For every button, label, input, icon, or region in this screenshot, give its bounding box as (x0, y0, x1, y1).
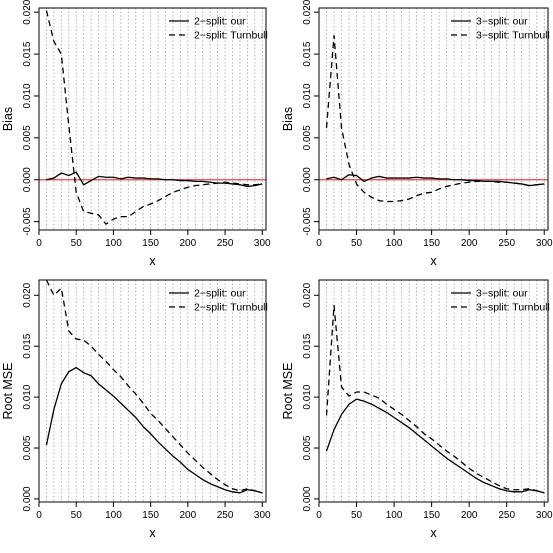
y-tick-label: 0.020 (302, 282, 313, 307)
y-tick-label: 0.015 (302, 333, 313, 358)
y-tick-label: 0.020 (22, 282, 33, 307)
series-line-turnbull (325, 304, 545, 494)
y-tick-label: 0.000 (22, 167, 33, 192)
x-tick-label: 200 (180, 510, 197, 521)
x-tick-label: 250 (217, 238, 234, 249)
y-tick-label: 0.005 (22, 435, 33, 460)
x-tick-label: 100 (386, 510, 403, 521)
grid (46, 280, 263, 502)
plot-frame (38, 7, 267, 231)
x-axis-title: x (149, 526, 156, 540)
x-tick-label: 200 (180, 238, 197, 249)
y-tick-label: 0.005 (302, 435, 313, 460)
y-tick-label: 0.015 (302, 41, 313, 66)
x-tick-label: 300 (254, 238, 271, 249)
legend-label: 3−split: Turnbull (476, 30, 550, 42)
y-tick-label: -0.005 (22, 207, 33, 236)
y-tick-label: 0.015 (22, 41, 33, 66)
x-tick-label: 100 (386, 238, 403, 249)
x-tick-label: 150 (423, 238, 440, 249)
legend-label: 2−split: Turnbull (194, 30, 268, 42)
x-tick-label: 50 (71, 238, 83, 249)
x-tick-label: 300 (536, 238, 553, 249)
y-tick-label: 0.000 (302, 167, 313, 192)
chart-panel-bottom-right: 0 50 100 150 200 250 300 0.000 0.005 0.010 0.015 0.… (281, 279, 553, 540)
x-tick-label: 250 (498, 238, 515, 249)
y-tick-label: 0.015 (22, 333, 33, 358)
legend-label: 2−split: our (194, 16, 246, 28)
series-line-our (325, 398, 545, 494)
y-axis-title: Bias (281, 107, 295, 131)
x-axis-title: x (430, 526, 437, 540)
x-tick-label: 250 (498, 510, 515, 521)
x-tick-label: 0 (36, 510, 42, 521)
x-tick-label: 50 (71, 510, 83, 521)
x-axis-title: x (149, 254, 156, 268)
x-tick-label: 0 (36, 238, 42, 249)
y-tick-label: 0.000 (302, 486, 313, 511)
grid (326, 280, 545, 502)
y-tick-label: 0.020 (302, 0, 313, 25)
series-line-our (45, 366, 263, 494)
y-axis-title: Bias (1, 107, 15, 131)
chart-panel-top-left: 0 50 100 150 200 250 300 -0.005 0.000 0.005 0.010 0… (1, 0, 271, 268)
series-line-turnbull (325, 35, 545, 203)
x-tick-label: 150 (423, 510, 440, 521)
x-tick-label: 150 (142, 238, 159, 249)
x-tick-label: 300 (254, 510, 271, 521)
x-tick-label: 100 (105, 510, 122, 521)
y-tick-label: 0.000 (22, 486, 33, 511)
y-tick-label: 0.010 (302, 384, 313, 409)
chart-panel-bottom-left: 0 50 100 150 200 250 300 0.000 0.005 0.010 0.015 0.… (1, 279, 271, 540)
series-line-our (46, 171, 263, 188)
legend: 2−split: our 2−split: Turnbull (169, 288, 268, 314)
y-tick-label: 0.020 (22, 0, 33, 25)
series-line-turnbull (45, 10, 263, 225)
y-axis-title: Root MSE (281, 363, 295, 420)
x-tick-label: 150 (142, 510, 159, 521)
x-tick-label: 50 (351, 510, 363, 521)
y-tick-label: 0.010 (22, 83, 33, 108)
y-tick-label: 0.010 (302, 83, 313, 108)
legend: 2−split: our 2−split: Turnbull (169, 16, 268, 42)
legend: 3−split: our 3−split: Turnbull (451, 288, 550, 314)
plot-frame (318, 7, 549, 231)
y-tick-label: 0.005 (22, 125, 33, 150)
legend-label: 3−split: our (476, 16, 528, 28)
legend-label: 3−split: Turnbull (476, 302, 550, 314)
y-axis-title: Root MSE (1, 363, 15, 420)
y-tick-label: 0.010 (22, 384, 33, 409)
plot-frame (38, 279, 267, 503)
x-tick-label: 300 (536, 510, 553, 521)
x-tick-label: 200 (461, 238, 478, 249)
y-tick-label: 0.005 (302, 125, 313, 150)
x-tick-label: 100 (105, 238, 122, 249)
x-tick-label: 0 (316, 510, 322, 521)
grid (46, 8, 263, 230)
chart-panel-top-right: 0 50 100 150 200 250 300 -0.005 0.000 0.005 0.010 0… (281, 0, 553, 268)
grid (326, 8, 545, 230)
x-tick-label: 200 (461, 510, 478, 521)
plot-frame (318, 279, 549, 503)
x-tick-label: 50 (351, 238, 363, 249)
legend: 3−split: our 3−split: Turnbull (451, 16, 550, 42)
y-tick-label: -0.005 (302, 207, 313, 236)
legend-label: 3−split: our (476, 288, 528, 300)
legend-label: 2−split: our (194, 288, 246, 300)
series-line-turnbull (45, 279, 263, 494)
x-tick-label: 250 (217, 510, 234, 521)
legend-label: 2−split: Turnbull (194, 302, 268, 314)
x-tick-label: 0 (316, 238, 322, 249)
x-axis-title: x (430, 254, 437, 268)
